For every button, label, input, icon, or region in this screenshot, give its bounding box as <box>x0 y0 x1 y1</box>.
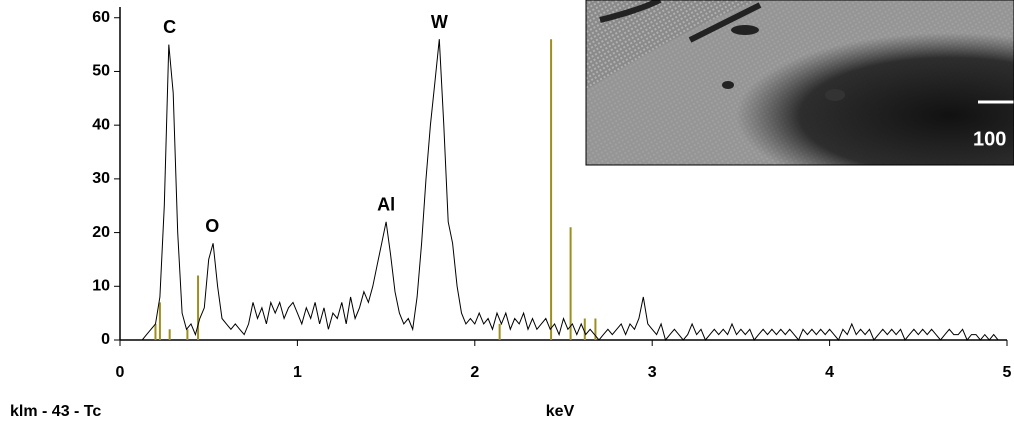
x-tick-label: 3 <box>648 364 657 381</box>
peak-label: Al <box>377 194 395 214</box>
x-tick-label: 4 <box>825 364 834 381</box>
chart-title: klm - 43 - Tc <box>10 403 101 420</box>
y-tick-label: 30 <box>92 170 110 187</box>
y-tick-label: 50 <box>92 63 110 80</box>
peak-label: W <box>431 12 448 32</box>
y-tick-label: 20 <box>92 224 110 241</box>
y-tick-label: 10 <box>92 278 110 295</box>
peak-label: O <box>205 216 219 236</box>
x-tick-label: 0 <box>116 364 125 381</box>
inset-label: 100 <box>973 128 1006 150</box>
y-tick-label: 60 <box>92 9 110 26</box>
x-axis-label: keV <box>546 403 575 420</box>
x-tick-label: 1 <box>293 364 302 381</box>
x-tick-label: 2 <box>470 364 479 381</box>
x-tick-label: 5 <box>1003 364 1012 381</box>
y-tick-label: 40 <box>92 116 110 133</box>
peak-label: C <box>163 17 176 37</box>
sem-inset: 100 <box>585 0 1014 166</box>
spectrum-line <box>120 39 1007 342</box>
y-tick-label: 0 <box>101 331 110 348</box>
